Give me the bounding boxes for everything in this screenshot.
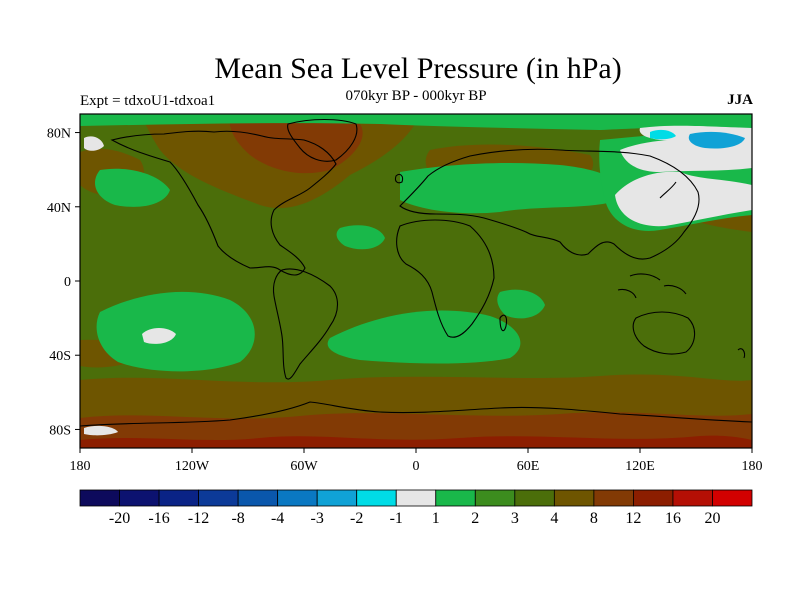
eurasia-low xyxy=(400,162,623,214)
alaska-white xyxy=(84,136,104,151)
japan-coast xyxy=(659,181,677,199)
lat-tick-label: 40S xyxy=(49,349,71,364)
colorbar-label: 2 xyxy=(471,510,479,527)
subtitle: 070kyr BP - 000kyr BP xyxy=(345,88,487,104)
colorbar-label: 3 xyxy=(511,510,519,527)
colorbar: -20 -16 -12 -8 -4 -3 -2 -1 1 2 3 4 8 12 16 20 xyxy=(79,489,753,527)
experiment-label: Expt = tdxoU1-tdxoa1 xyxy=(80,93,216,109)
lon-tick-label: 180 xyxy=(70,459,91,474)
colorbar-label: -4 xyxy=(271,510,284,527)
colorbar-label: -20 xyxy=(109,510,130,527)
colorbar-label: 20 xyxy=(704,510,720,527)
colorbar-swatch xyxy=(553,489,595,507)
lon-tick-label: 60E xyxy=(517,459,540,474)
antarctica-coast xyxy=(80,401,752,427)
africa-coast xyxy=(396,219,495,338)
coastlines xyxy=(80,119,752,427)
colorbar-swatch xyxy=(316,489,358,507)
antarctic-red-spots xyxy=(80,435,752,448)
latitude-axis: 80N 40N 0 40S 80S xyxy=(47,127,80,438)
arctic-negative xyxy=(688,131,745,149)
lon-tick-label: 60W xyxy=(290,459,318,474)
eurasia-coast xyxy=(399,148,700,260)
colorbar-label: 12 xyxy=(625,510,641,527)
colorbar-label: 4 xyxy=(550,510,558,527)
indonesia-coast xyxy=(617,273,687,299)
colorbar-label: 16 xyxy=(665,510,681,527)
colorbar-swatch xyxy=(672,489,713,507)
season-label: JJA xyxy=(727,92,753,108)
new-zealand-coast xyxy=(737,348,746,359)
madagascar-coast xyxy=(499,314,508,332)
colorbar-swatch xyxy=(593,489,634,507)
colorbar-swatch xyxy=(474,489,516,507)
colorbar-swatch xyxy=(514,489,555,507)
east-asia-white xyxy=(615,171,752,227)
colorbar-swatch xyxy=(712,489,753,507)
lon-tick-label: 120E xyxy=(625,459,655,474)
tropical-atlantic-low xyxy=(336,225,385,250)
south-pacific-low xyxy=(96,291,255,372)
lon-tick-label: 0 xyxy=(413,459,420,474)
arctic-negative-2 xyxy=(650,129,676,140)
greenland-strong-high xyxy=(229,117,363,174)
lat-tick-label: 80S xyxy=(49,423,71,438)
colorbar-swatch xyxy=(158,489,199,507)
north-america-coast xyxy=(110,130,337,276)
colorbar-label: -3 xyxy=(311,510,324,527)
longitude-axis: 180 120W 60W 0 60E 120E 180 xyxy=(70,448,763,474)
north-pacific-low xyxy=(95,168,170,207)
lat-tick-label: 80N xyxy=(47,127,71,142)
colorbar-label: 8 xyxy=(590,510,598,527)
colorbar-label: -12 xyxy=(188,510,209,527)
chart-title: Mean Sea Level Pressure (in hPa) xyxy=(214,52,622,85)
colorbar-swatch xyxy=(79,489,120,507)
greenland-coast xyxy=(287,119,358,162)
australia-coast xyxy=(632,311,696,355)
pressure-field xyxy=(80,114,752,448)
colorbar-label: 1 xyxy=(432,510,440,527)
colorbar-swatch xyxy=(277,489,318,507)
colorbar-swatch xyxy=(435,489,476,507)
indian-low xyxy=(497,289,545,319)
lat-tick-label: 0 xyxy=(64,275,71,290)
south-america-coast xyxy=(272,268,339,380)
colorbar-label: -8 xyxy=(231,510,244,527)
colorbar-label: -2 xyxy=(350,510,363,527)
uk-coast xyxy=(394,173,404,184)
arctic-green xyxy=(80,114,752,130)
lat-tick-label: 40N xyxy=(47,201,71,216)
colorbar-label: -16 xyxy=(148,510,169,527)
colorbar-swatch xyxy=(395,489,437,507)
colorbar-label: -1 xyxy=(390,510,403,527)
colorbar-swatch xyxy=(119,489,160,507)
colorbar-swatch xyxy=(237,489,279,507)
lon-tick-label: 180 xyxy=(742,459,763,474)
south-pacific-white xyxy=(142,328,176,344)
colorbar-swatch xyxy=(633,489,674,507)
antarctic-white xyxy=(84,425,118,436)
colorbar-swatch xyxy=(198,489,239,507)
colorbar-swatch xyxy=(356,489,397,507)
lon-tick-label: 120W xyxy=(175,459,210,474)
